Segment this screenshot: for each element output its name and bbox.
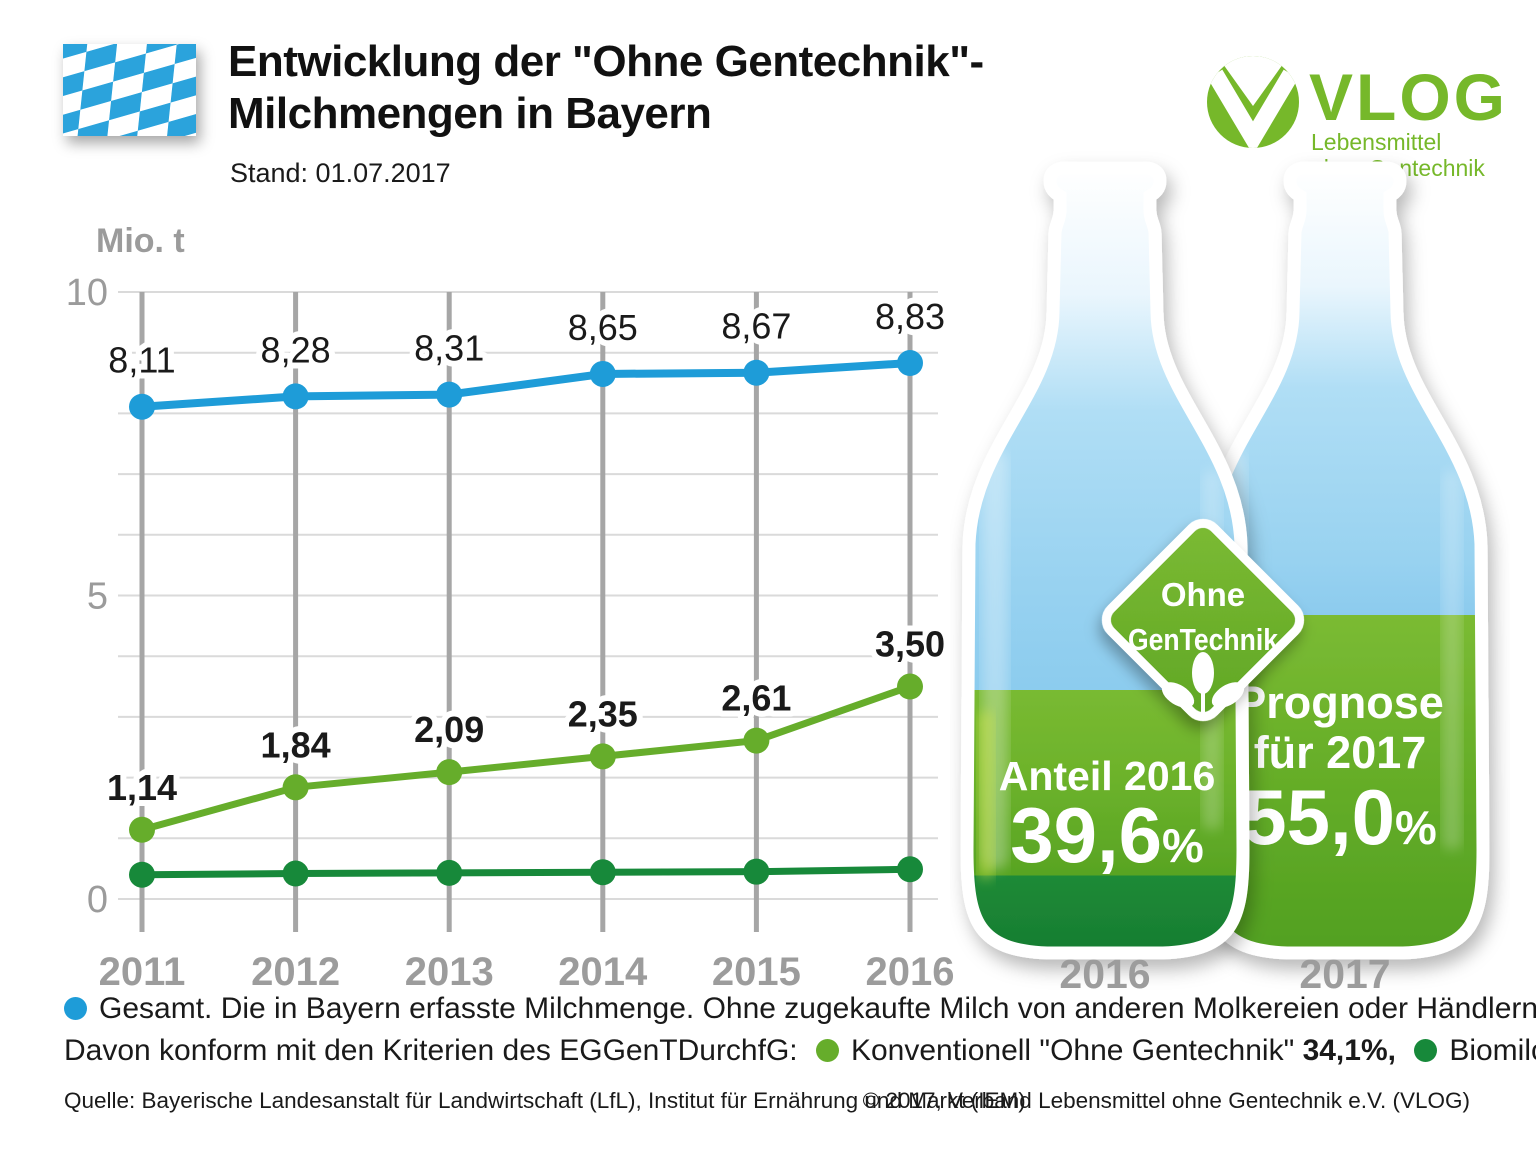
data-label: 2,35: [568, 693, 638, 734]
data-point: [436, 859, 463, 886]
series-line-Biomilch: [141, 865, 911, 879]
vlog-check-icon: [1207, 56, 1299, 148]
data-label: 8,11: [108, 340, 175, 381]
legend-gesamt-text: Gesamt. Die in Bayern erfasste Milchmeng…: [99, 992, 1536, 1025]
y-tick-label: 0: [87, 879, 108, 921]
y-tick-label: 5: [87, 576, 108, 618]
bavaria-flag: [63, 44, 196, 136]
data-label: 8,31: [414, 328, 484, 369]
bottle-2016-share: 39,6%: [1010, 791, 1204, 879]
data-label: 2,09: [414, 709, 484, 750]
data-point: [282, 383, 309, 410]
data-point: [743, 727, 770, 754]
data-label: 1,14: [107, 767, 177, 808]
page-title: Entwicklung der "Ohne Gentechnik"- Milch…: [228, 36, 984, 140]
bottle-2017: Prognose für 2017 55,0%: [1200, 161, 1490, 960]
vlog-wordmark: VLOG: [1309, 60, 1508, 134]
data-label: 8,65: [568, 307, 638, 348]
data-label: 8,67: [721, 306, 791, 347]
x-tick-label: 2011: [99, 950, 186, 994]
seal-text-1: Ohne: [1161, 576, 1245, 613]
seal-text-2: GenTechnik: [1128, 622, 1279, 657]
legend-konventionell-value: 34,1%,: [1302, 1034, 1396, 1067]
series-line-Gesamt: [141, 359, 911, 411]
data-point: [897, 673, 923, 700]
data-label: 8,28: [261, 329, 331, 370]
data-point: [589, 360, 616, 387]
data-point: [589, 859, 616, 886]
data-point: [436, 759, 463, 786]
data-point: [589, 743, 616, 770]
y-tick-label: 10: [66, 272, 108, 314]
x-tick-label: 2013: [405, 950, 494, 994]
data-point: [129, 393, 155, 420]
bottle-2017-share: 55,0%: [1243, 773, 1437, 861]
data-label: 2,09: [414, 709, 484, 750]
data-label: 2,35: [568, 693, 638, 734]
data-point: [897, 350, 923, 377]
data-label: 3,50: [875, 624, 945, 665]
data-label: 2,61: [721, 678, 791, 719]
sprout-icon: [1161, 652, 1245, 716]
data-label: 2,61: [721, 678, 791, 719]
x-tick-label: 2012: [251, 950, 340, 994]
legend-line-1: Gesamt. Die in Bayern erfasste Milchmeng…: [64, 992, 1536, 1026]
title-line-2: Milchmengen in Bayern: [228, 89, 712, 138]
data-point: [129, 816, 155, 843]
x-tick-label: 2015: [712, 950, 801, 994]
data-label: 8,83: [875, 296, 945, 337]
title-line-1: Entwicklung der "Ohne Gentechnik"-: [228, 37, 984, 86]
bottle-2017-year: 2017: [1299, 951, 1390, 997]
x-tick-label: 2016: [866, 950, 955, 994]
milk-bottles: Prognose für 2017 55,0% Anteil 2016 39,6…: [960, 161, 1490, 997]
gesamt-dot-icon: [64, 997, 87, 1020]
data-label: 1,84: [261, 724, 331, 765]
data-point: [282, 774, 309, 801]
bottle-2016-year: 2016: [1059, 951, 1150, 997]
data-point: [743, 858, 770, 885]
biomilch-dot-icon: [1414, 1039, 1438, 1062]
legend-line-2: Davon konform mit den Kriterien des EGGe…: [64, 1034, 1536, 1068]
legend-konventionell-label: Konventionell "Ohne Gentechnik": [850, 1034, 1295, 1067]
legend-biomilch-label: Biomilch: [1449, 1034, 1536, 1067]
konventionell-dot-icon: [815, 1039, 839, 1062]
copyright-note: © 2017, Verband Lebensmittel ohne Gentec…: [862, 1088, 1470, 1113]
x-tick-label: 2014: [558, 950, 648, 994]
vlog-subtitle-1: Lebensmittel: [1311, 129, 1441, 155]
data-point: [897, 856, 923, 883]
date-stamp: Stand: 01.07.2017: [230, 158, 451, 188]
data-label: 1,84: [261, 724, 331, 765]
bottle-2017-caption-1: Prognose: [1236, 677, 1444, 728]
y-axis-title: Mio. t: [96, 222, 185, 260]
data-label: 1,14: [107, 767, 177, 808]
data-label: 8,31: [414, 328, 484, 369]
bottle-2016: Anteil 2016 39,6%: [960, 161, 1250, 960]
data-label: 8,83: [875, 296, 945, 337]
data-label: 3,50: [875, 624, 945, 665]
data-point: [436, 381, 463, 408]
data-label: 8,28: [261, 329, 331, 370]
ohne-gentechnik-seal: Ohne GenTechnik: [1101, 518, 1305, 722]
bottle-2017-caption-2: für 2017: [1254, 727, 1427, 778]
source-note: Quelle: Bayerische Landesanstalt für Lan…: [64, 1088, 1026, 1113]
data-point: [743, 359, 770, 386]
legend-prefix: Davon konform mit den Kriterien des EGGe…: [64, 1034, 798, 1067]
data-point: [129, 861, 155, 888]
data-label: 8,65: [568, 307, 638, 348]
bottle-2016-caption-1: Anteil 2016: [999, 753, 1216, 799]
series-line-Konventionell "Ohne Gentechnik": [141, 683, 912, 834]
data-label: 8,11: [108, 340, 175, 381]
data-point: [282, 860, 309, 887]
data-label: 8,67: [721, 306, 791, 347]
